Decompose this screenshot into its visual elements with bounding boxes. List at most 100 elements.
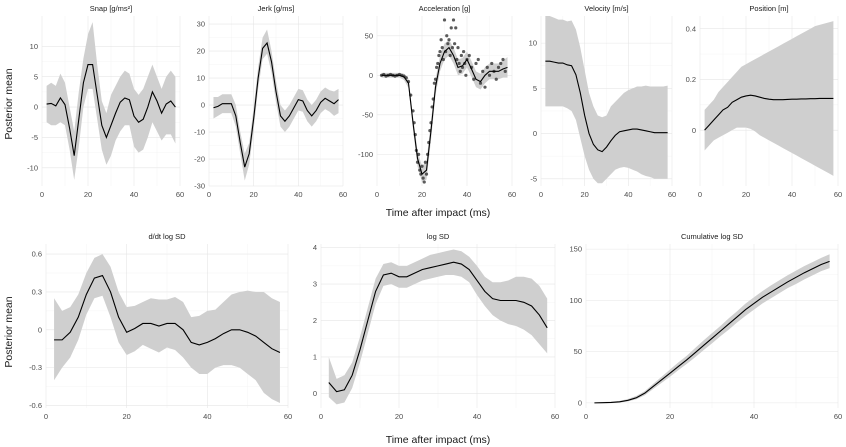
data-point xyxy=(485,65,489,69)
x-tick-label: 20 xyxy=(249,190,257,199)
x-tick-label: 40 xyxy=(130,190,138,199)
x-tick-label: 40 xyxy=(473,412,481,421)
y-tick-label: 10 xyxy=(30,42,38,51)
data-point xyxy=(456,46,460,50)
panel-title: Acceleration [g] xyxy=(419,4,471,13)
data-point xyxy=(450,46,454,50)
y-tick-label: 20 xyxy=(197,47,205,56)
x-tick-label: 40 xyxy=(750,412,758,421)
y-tick-label: -10 xyxy=(194,128,205,137)
posterior-mean-line xyxy=(381,46,508,176)
x-tick-label: 20 xyxy=(580,190,588,199)
y-tick-label: -0.3 xyxy=(29,363,42,372)
credible-band xyxy=(46,22,176,180)
y-tick-label: 50 xyxy=(574,347,582,356)
x-tick-label: 40 xyxy=(294,190,302,199)
y-tick-label: 0 xyxy=(533,129,537,138)
x-tick-label: 0 xyxy=(539,190,543,199)
data-point xyxy=(487,73,492,77)
posterior-mean-line xyxy=(213,41,339,168)
y-tick-label: 100 xyxy=(569,296,582,305)
posterior-mean-line xyxy=(54,274,281,353)
data-point xyxy=(447,38,451,42)
y-tick-label: 0 xyxy=(34,103,38,112)
data-point xyxy=(476,57,480,62)
panel-title: Velocity [m/s] xyxy=(584,4,628,13)
data-point xyxy=(437,53,441,58)
x-tick-label: 0 xyxy=(40,190,44,199)
y-tick-label: 0 xyxy=(369,71,373,80)
panel-title: Cumulative log SD xyxy=(681,232,744,241)
y-tick-label: -5 xyxy=(31,133,38,142)
panel-title: Jerk [g/ms] xyxy=(258,4,295,13)
data-point xyxy=(481,69,485,73)
data-point xyxy=(449,26,453,30)
x-tick-label: 60 xyxy=(668,190,676,199)
data-point xyxy=(446,42,450,46)
y-tick-label: 50 xyxy=(365,31,373,40)
data-point xyxy=(420,164,424,168)
x-tick-label: 0 xyxy=(698,190,702,199)
data-point xyxy=(501,57,505,62)
panel-title: Position [m] xyxy=(749,4,788,13)
posterior-mean-line xyxy=(545,60,668,153)
data-point xyxy=(496,65,501,69)
data-point xyxy=(494,77,498,81)
y-tick-label: 0 xyxy=(578,398,582,407)
x-tick-label: 0 xyxy=(584,412,588,421)
data-point xyxy=(422,180,426,184)
data-point xyxy=(448,53,452,58)
x-tick-label: 60 xyxy=(176,190,184,199)
data-point xyxy=(503,69,507,73)
data-point xyxy=(439,38,443,42)
data-point xyxy=(458,69,462,73)
data-point xyxy=(441,57,445,62)
data-point xyxy=(421,176,425,180)
y-tick-label: 0 xyxy=(38,325,42,334)
y-tick-label: 30 xyxy=(197,20,205,29)
data-point xyxy=(472,77,476,81)
y-tick-label: -50 xyxy=(362,110,373,119)
data-point xyxy=(499,61,503,66)
x-tick-label: 0 xyxy=(375,190,379,199)
x-tick-label: 60 xyxy=(284,412,292,421)
y-tick-label: 0 xyxy=(313,389,317,398)
panel-logsd: 0 20 40 60 0 1 2 3 4 log SD xyxy=(313,232,559,421)
x-tick-label: 20 xyxy=(418,190,426,199)
y-tick-label: -5 xyxy=(530,174,537,183)
x-tick-label: 60 xyxy=(508,190,516,199)
credible-band xyxy=(704,21,834,176)
data-point xyxy=(483,85,487,89)
credible-band xyxy=(213,29,339,181)
x-tick-label: 60 xyxy=(551,412,559,421)
y-tick-label: 0 xyxy=(692,126,696,135)
credible-band xyxy=(545,16,668,184)
data-point xyxy=(424,172,429,176)
x-tick-label: 20 xyxy=(742,190,750,199)
credible-band xyxy=(381,39,508,183)
x-tick-label: 0 xyxy=(44,412,48,421)
y-tick-label: 5 xyxy=(533,84,537,93)
y-tick-label: 0 xyxy=(201,101,205,110)
data-point xyxy=(459,53,463,58)
posterior-mean-line xyxy=(704,94,834,131)
top-x-axis-label: Time after impact (ms) xyxy=(386,207,491,219)
data-point xyxy=(453,42,457,46)
x-tick-label: 20 xyxy=(122,412,130,421)
data-point xyxy=(490,61,494,66)
data-point xyxy=(423,160,427,164)
x-tick-label: 20 xyxy=(84,190,92,199)
data-point xyxy=(417,152,421,156)
data-point xyxy=(440,46,444,50)
x-tick-label: 0 xyxy=(319,412,323,421)
data-point xyxy=(455,57,459,62)
y-tick-label: 1 xyxy=(313,353,317,362)
panel-title: d/dt log SD xyxy=(148,232,186,241)
bottom-x-axis-label: Time after impact (ms) xyxy=(386,434,491,446)
panel-position: 0 20 40 60 0 0.2 0.4 Position [m] xyxy=(686,4,843,199)
x-tick-label: 0 xyxy=(207,190,211,199)
posterior-mean-line xyxy=(594,260,830,404)
